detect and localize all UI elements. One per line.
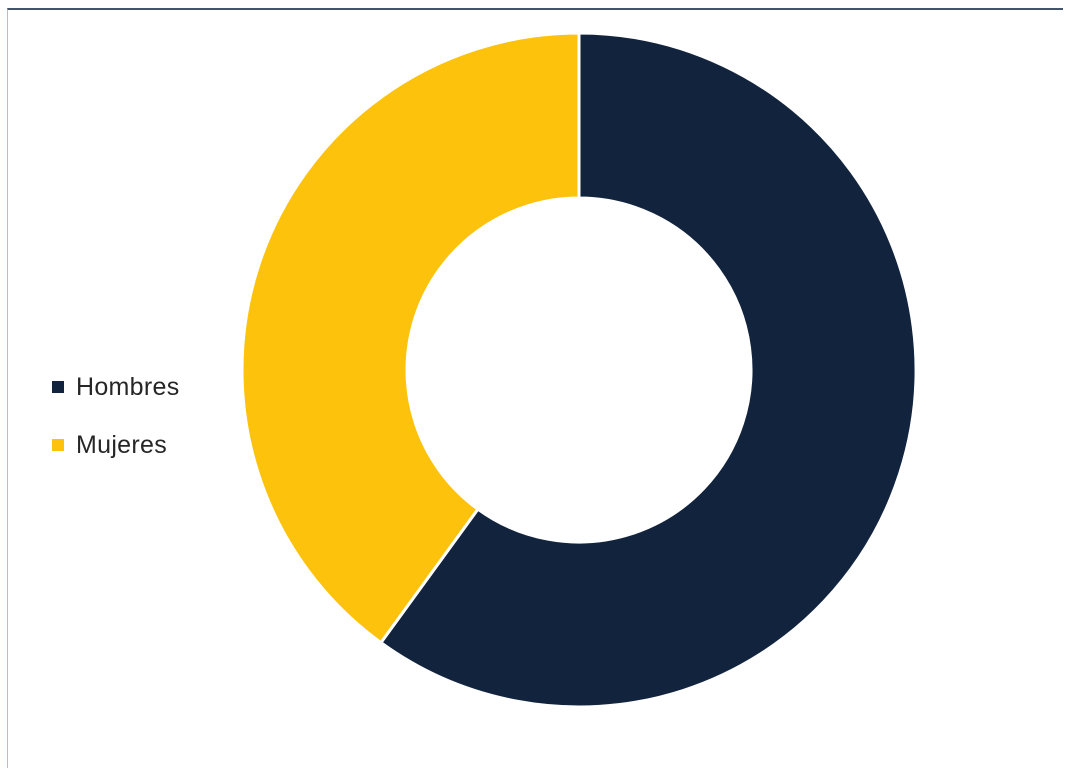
legend-label-hombres: Hombres xyxy=(76,372,180,401)
legend-label-mujeres: Mujeres xyxy=(76,430,168,459)
donut-slice-hombres xyxy=(378,31,918,709)
legend-swatch-hombres xyxy=(52,381,64,393)
legend-item-hombres: Hombres xyxy=(52,372,180,402)
chart-frame: Hombres Mujeres xyxy=(7,8,1063,768)
legend-swatch-mujeres xyxy=(52,439,64,451)
donut-slice-mujeres xyxy=(240,31,581,645)
donut-chart xyxy=(240,31,918,709)
chart-legend: Hombres Mujeres xyxy=(52,372,180,488)
legend-item-mujeres: Mujeres xyxy=(52,430,180,460)
